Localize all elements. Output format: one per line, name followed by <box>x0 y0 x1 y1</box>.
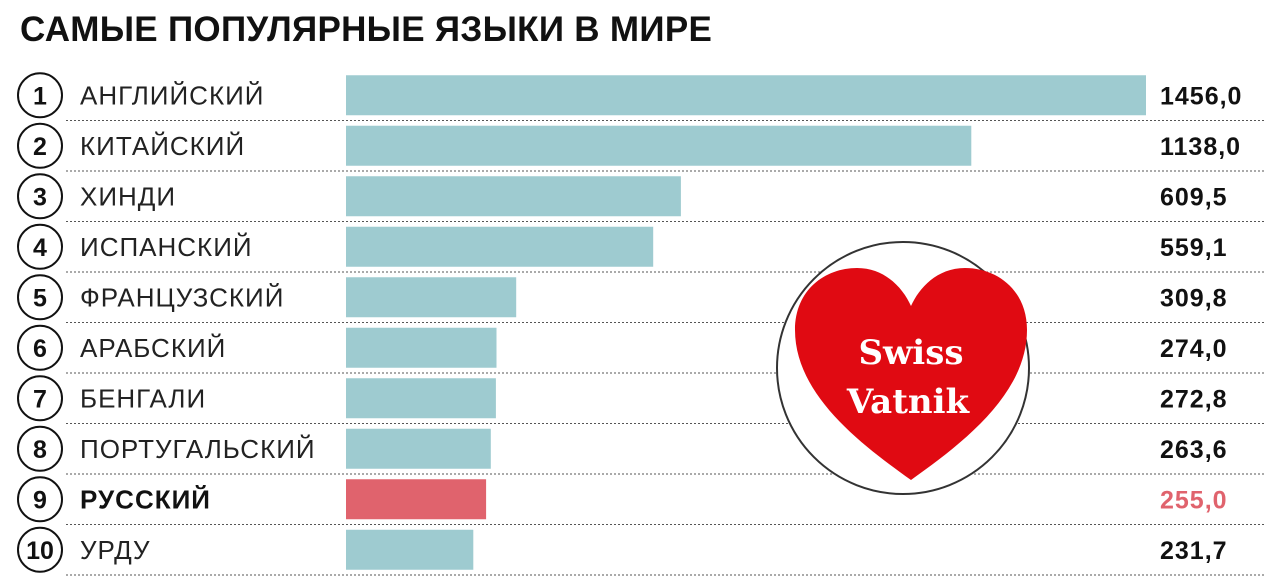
value-label: 272,8 <box>1160 385 1228 413</box>
rank-circle <box>17 72 63 119</box>
category-label: ИСПАНСКИЙ <box>80 232 253 262</box>
chart-row: 8 ПОРТУГАЛЬСКИЙ 263,6 <box>17 425 1266 475</box>
rank-label: 4 <box>33 234 47 262</box>
category-label: УРДУ <box>80 535 151 565</box>
chart-rows: 1 АНГЛИЙСКИЙ 1456,0 2 КИТАЙСКИЙ 1138,0 3 ХИНДИ 6… <box>17 72 1266 576</box>
category-label: АРАБСКИЙ <box>80 333 226 363</box>
rank-circle <box>17 375 63 422</box>
category-label: ПОРТУГАЛЬСКИЙ <box>80 434 316 464</box>
chart-title: САМЫЕ ПОПУЛЯРНЫЕ ЯЗЫКИ В МИРЕ <box>20 10 713 49</box>
rank-circle <box>17 526 63 573</box>
rank-circle <box>17 274 63 321</box>
heart-icon <box>795 268 1027 480</box>
bar <box>346 479 487 520</box>
rank-label: 9 <box>33 486 47 514</box>
value-label: 1456,0 <box>1160 82 1242 110</box>
value-label: 1138,0 <box>1160 133 1241 161</box>
rank-label: 1 <box>33 82 47 110</box>
value-label: 559,1 <box>1160 234 1228 262</box>
rank-label: 10 <box>26 537 54 565</box>
category-label: РУССКИЙ <box>80 484 211 514</box>
category-label: АНГЛИЙСКИЙ <box>80 80 264 110</box>
bar <box>346 327 497 368</box>
rank-circle <box>17 173 63 220</box>
rank-circle <box>17 122 63 169</box>
chart-row: 4 ИСПАНСКИЙ 559,1 <box>17 223 1266 273</box>
rank-circle <box>17 324 63 371</box>
category-label: ХИНДИ <box>80 181 176 211</box>
chart-row: 3 ХИНДИ 609,5 <box>17 173 1266 222</box>
value-label: 274,0 <box>1160 335 1228 363</box>
rank-label: 2 <box>33 133 47 161</box>
bar <box>346 75 1146 116</box>
chart-row: 6 АРАБСКИЙ 274,0 <box>17 324 1266 374</box>
bar <box>346 277 517 318</box>
rank-label: 3 <box>33 183 47 211</box>
category-label: КИТАЙСКИЙ <box>80 131 245 161</box>
category-label: БЕНГАЛИ <box>80 383 206 413</box>
category-label: ФРАНЦУЗСКИЙ <box>80 282 284 312</box>
rank-circle <box>17 425 63 472</box>
chart-row: 9 РУССКИЙ 255,0 <box>17 476 1266 525</box>
chart-row: 10 УРДУ 231,7 <box>17 526 1266 576</box>
value-label: 609,5 <box>1160 183 1228 211</box>
chart-row: 5 ФРАНЦУЗСКИЙ 309,8 <box>17 274 1266 323</box>
bar <box>346 176 681 217</box>
bar <box>346 428 491 469</box>
rank-label: 8 <box>33 436 47 464</box>
value-label: 231,7 <box>1160 537 1228 565</box>
chart-row: 1 АНГЛИЙСКИЙ 1456,0 <box>17 72 1266 121</box>
bar <box>346 226 654 267</box>
value-label: 309,8 <box>1160 284 1228 312</box>
watermark-line1: Swiss <box>858 333 963 373</box>
rank-label: 6 <box>33 335 47 363</box>
rank-label: 7 <box>33 385 47 413</box>
bar <box>346 125 972 166</box>
bar <box>346 529 474 570</box>
chart-row: 2 КИТАЙСКИЙ 1138,0 <box>17 122 1266 172</box>
rank-circle <box>17 223 63 270</box>
bar <box>346 378 496 419</box>
value-label: 255,0 <box>1160 486 1228 514</box>
watermark-line2: Vatnik <box>846 382 971 422</box>
rank-circle <box>17 476 63 523</box>
chart-row: 7 БЕНГАЛИ 272,8 <box>17 375 1266 424</box>
rank-label: 5 <box>33 284 47 312</box>
value-label: 263,6 <box>1160 436 1228 464</box>
watermark: Swiss Vatnik <box>776 241 1030 495</box>
